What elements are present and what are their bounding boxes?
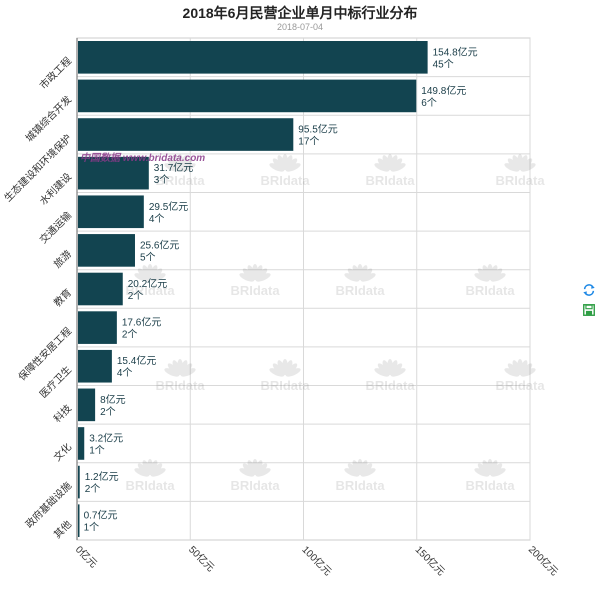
value-label: 3.2亿元 <box>89 431 123 444</box>
bar <box>78 41 428 74</box>
bar <box>78 388 96 422</box>
count-label: 2个 <box>100 406 116 418</box>
category-label: 旅游 <box>51 247 74 270</box>
x-tick-label: 0亿元 <box>73 543 100 570</box>
value-label: 25.6亿元 <box>140 238 179 251</box>
watermark-logo: BRIdata <box>495 359 545 393</box>
value-label: 154.8亿元 <box>433 45 478 58</box>
watermark-logo: BRIdata <box>230 459 280 493</box>
watermark-logo: BRIdata <box>260 359 310 393</box>
count-label: 2个 <box>85 483 101 495</box>
watermark-label: BRIdata <box>230 283 280 298</box>
watermark-logo: BRIdata <box>155 359 205 393</box>
bars <box>78 41 428 537</box>
bar <box>78 234 135 267</box>
watermark-label: BRIdata <box>365 173 415 188</box>
watermark-label: BRIdata <box>260 173 310 188</box>
count-label: 5个 <box>140 251 156 263</box>
value-label: 8亿元 <box>100 393 126 406</box>
watermark-logo: BRIdata <box>230 264 280 298</box>
watermark-label: BRIdata <box>495 173 545 188</box>
bar <box>78 195 144 229</box>
count-label: 3个 <box>154 174 170 186</box>
category-label: 医疗卫生 <box>37 363 74 400</box>
watermark-logo: BRIdata <box>260 154 310 188</box>
chart-subtitle: 2018-07-04 <box>276 22 324 32</box>
x-tick-label: 100亿元 <box>299 543 334 578</box>
watermark-label: BRIdata <box>335 478 385 493</box>
watermark-label: BRIdata <box>155 378 205 393</box>
count-label: 4个 <box>117 367 133 379</box>
value-label: 31.7亿元 <box>154 161 193 174</box>
watermark-label: BRIdata <box>125 478 175 493</box>
count-label: 6个 <box>421 97 437 109</box>
watermark-text: 中国数据 www.bridata.com <box>80 153 206 164</box>
watermark-label: BRIdata <box>155 173 205 188</box>
watermark-label: BRIdata <box>465 478 515 493</box>
category-label: 市政工程 <box>37 54 74 91</box>
category-label: 生态建设和环境保护 <box>1 131 74 204</box>
watermark-label: BRIdata <box>465 283 515 298</box>
value-label: 95.5亿元 <box>298 123 337 136</box>
x-tick-label: 150亿元 <box>413 543 448 578</box>
value-label: 0.7亿元 <box>84 509 118 522</box>
bar <box>78 504 80 537</box>
refresh-icon[interactable] <box>582 283 596 297</box>
bar <box>78 156 149 190</box>
watermark-logo: BRIdata <box>125 459 175 493</box>
y-axis-labels: 市政工程城镇综合开发生态建设和环境保护水利建设交通运输旅游教育保障性安居工程医疗… <box>1 54 74 541</box>
watermark-label: BRIdata <box>230 478 280 493</box>
watermark-label: BRIdata <box>335 283 385 298</box>
bar <box>78 311 117 344</box>
watermark-label: BRIdata <box>365 378 415 393</box>
chart-title: 2018年6月民营企业单月中标行业分布 <box>182 5 418 21</box>
value-label: 29.5亿元 <box>149 200 188 213</box>
watermark-logo: BRIdata <box>155 154 205 188</box>
watermark-label: BRIdata <box>125 283 175 298</box>
count-label: 17个 <box>298 136 319 148</box>
watermark-logo: BRIdata <box>125 264 175 298</box>
watermark-logo: BRIdata <box>365 154 415 188</box>
category-label: 交通运输 <box>37 209 74 246</box>
bar <box>78 465 80 499</box>
watermark-logo: BRIdata <box>335 459 385 493</box>
count-label: 2个 <box>128 290 144 302</box>
x-tick-label: 50亿元 <box>186 543 217 574</box>
value-label: 1.2亿元 <box>85 470 119 483</box>
watermark-logo: BRIdata <box>335 264 385 298</box>
watermark-layer: BRIdata BRIdata BRIdata BRIdata BRIdata BRIda… <box>125 154 545 493</box>
category-label: 科技 <box>51 402 74 425</box>
count-label: 1个 <box>84 522 100 534</box>
category-label: 其他 <box>51 518 74 541</box>
category-label: 教育 <box>51 286 74 309</box>
count-label: 1个 <box>89 444 105 456</box>
watermark-logo: BRIdata <box>465 264 515 298</box>
value-label: 15.4亿元 <box>117 354 156 367</box>
watermark-label: BRIdata <box>260 378 310 393</box>
watermark-logo: BRIdata <box>495 154 545 188</box>
x-axis-labels: 0亿元 50亿元 100亿元 150亿元 200亿元 <box>73 543 561 578</box>
bar <box>78 118 294 151</box>
bar <box>78 272 123 306</box>
watermark-label: BRIdata <box>495 378 545 393</box>
count-label: 45个 <box>433 58 454 70</box>
category-label: 水利建设 <box>37 170 74 207</box>
category-label: 文化 <box>51 440 74 463</box>
value-label: 17.6亿元 <box>122 316 161 329</box>
count-label: 4个 <box>149 213 165 225</box>
value-label: 149.8亿元 <box>421 84 466 97</box>
watermark-logo: BRIdata <box>365 359 415 393</box>
bar <box>78 427 85 460</box>
bar <box>78 349 112 383</box>
value-label: 20.2亿元 <box>128 277 167 290</box>
save-image-icon[interactable] <box>582 303 596 317</box>
count-label: 2个 <box>122 329 138 341</box>
x-tick-label: 200亿元 <box>526 543 561 578</box>
watermark-logo: BRIdata <box>465 459 515 493</box>
bar <box>78 79 417 113</box>
